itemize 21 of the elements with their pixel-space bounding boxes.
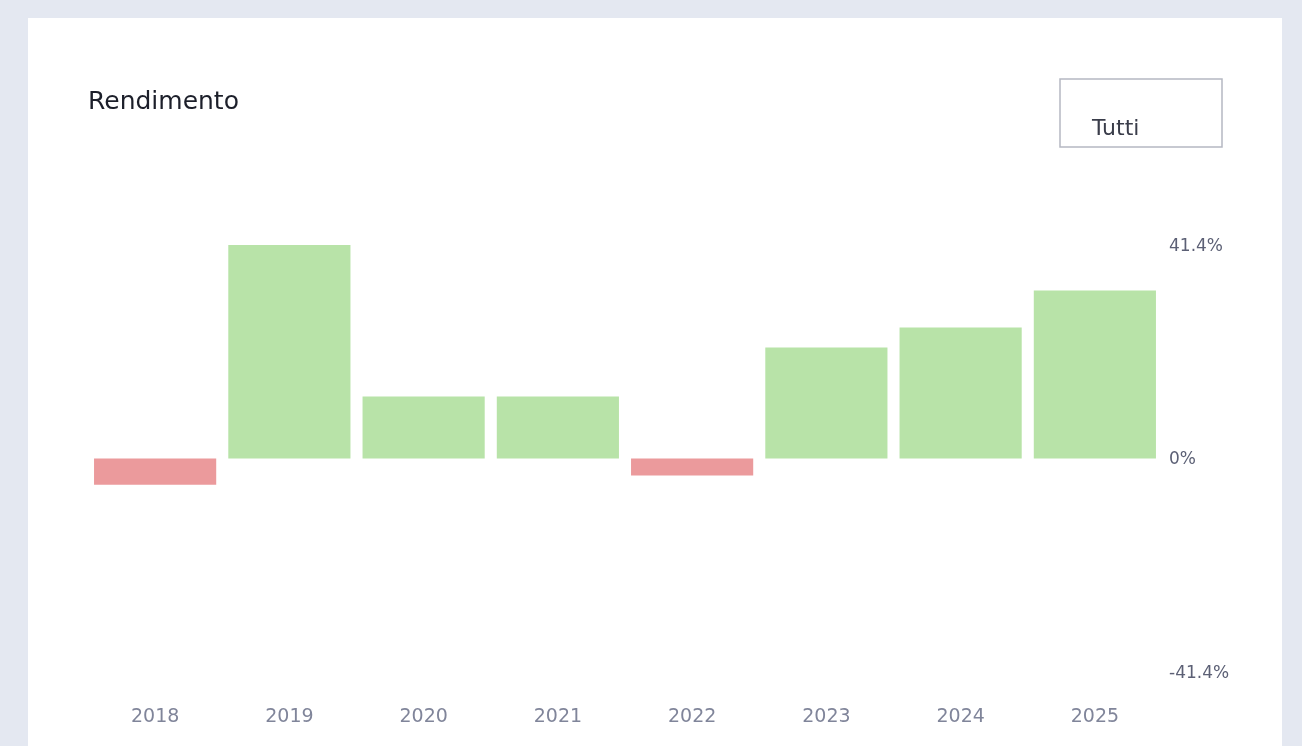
y-tick-label: 0% [1169,448,1196,469]
x-tick-label: 2020 [399,704,448,726]
x-tick-label: 2023 [802,704,851,726]
bar [228,245,351,459]
bar [496,396,619,459]
x-tick-label: 2024 [936,704,985,726]
x-tick-label: 2022 [667,704,717,726]
y-tick-label: -41.4% [1169,661,1230,682]
text: Tutti [1091,115,1140,140]
x-tick-label: 2025 [1070,704,1120,726]
bar [1033,290,1156,459]
chart-title: Rendimento [88,85,239,115]
x-tick-label: 2021 [533,704,583,726]
bar [631,458,754,476]
bar [362,396,485,459]
y-tick-label: 41.4% [1169,234,1224,255]
bar [765,347,888,459]
bar [94,458,217,485]
x-tick-label: 2018 [130,704,180,726]
bar [899,327,1022,459]
x-tick-label: 2019 [265,704,314,726]
